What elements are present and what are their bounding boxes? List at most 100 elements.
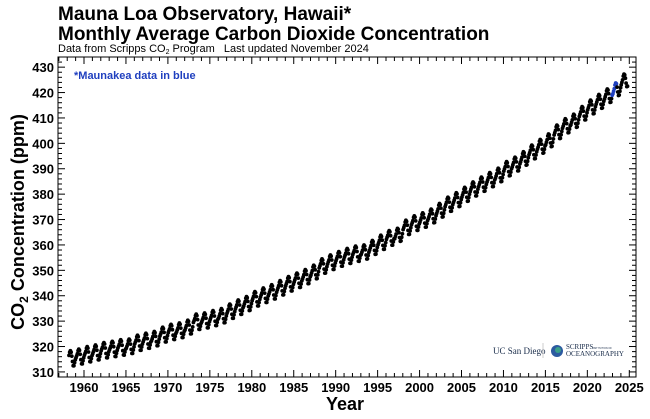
mauna-loa-point: [590, 102, 594, 107]
mauna-loa-point: [497, 170, 502, 175]
mauna-loa-point: [148, 343, 153, 347]
mauna-loa-point: [539, 138, 543, 143]
mauna-loa-point: [228, 303, 233, 308]
mauna-loa-point: [601, 102, 605, 107]
mauna-loa-point: [95, 348, 99, 353]
mauna-loa-point: [447, 200, 452, 205]
mauna-loa-point: [172, 337, 177, 342]
mauna-loa-point: [424, 225, 429, 229]
mauna-loa-point: [178, 326, 183, 330]
mauna-loa-point: [488, 171, 493, 176]
plot-frame: [57, 56, 637, 378]
mauna-loa-point: [432, 220, 437, 225]
mauna-loa-point: [206, 322, 211, 327]
mauna-loa-point: [413, 219, 418, 223]
mauna-loa-point: [357, 259, 361, 264]
mauna-loa-point: [396, 227, 401, 232]
mauna-loa-point: [77, 348, 82, 353]
mauna-loa-point: [323, 271, 328, 275]
mauna-loa-point: [220, 311, 225, 316]
mauna-loa-point: [335, 254, 340, 259]
mauna-loa-point: [69, 354, 74, 358]
mauna-loa-point: [558, 136, 563, 141]
mauna-loa-point: [274, 293, 278, 298]
y-tick-label: 340: [32, 289, 54, 304]
mauna-loa-point: [257, 300, 261, 305]
mauna-loa-point: [497, 167, 501, 172]
svg-text:SCRIPPS: SCRIPPS: [566, 343, 593, 351]
mauna-loa-point: [433, 217, 438, 221]
mauna-loa-point: [161, 326, 166, 331]
mauna-loa-point: [105, 355, 110, 360]
mauna-loa-point: [575, 125, 580, 129]
mauna-loa-point: [505, 160, 510, 165]
mauna-loa-point: [624, 81, 628, 85]
mauna-loa-point: [245, 295, 250, 300]
mauna-loa-point: [513, 156, 518, 161]
mauna-loa-point: [362, 244, 367, 249]
x-tick-label: 2005: [447, 380, 476, 395]
mauna-loa-point: [475, 190, 480, 195]
mauna-loa-point: [390, 243, 395, 248]
mauna-loa-point: [374, 252, 378, 256]
y-tick-label: 330: [32, 314, 54, 329]
mauna-loa-point: [550, 140, 555, 145]
mauna-loa-point: [229, 307, 234, 311]
mauna-loa-point: [609, 96, 614, 101]
mauna-loa-point: [371, 239, 375, 244]
mauna-loa-point: [164, 340, 169, 344]
mauna-loa-point: [385, 233, 390, 238]
mauna-loa-point: [349, 258, 354, 262]
mauna-loa-point: [531, 147, 536, 152]
mauna-loa-point: [383, 240, 388, 245]
mauna-loa-point: [262, 287, 266, 292]
mauna-loa-point: [576, 117, 581, 122]
mauna-loa-point: [282, 289, 287, 294]
mauna-loa-point: [128, 342, 133, 346]
mauna-loa-point: [265, 297, 270, 301]
mauna-loa-point: [119, 339, 124, 344]
mauna-loa-point: [343, 251, 348, 256]
mauna-loa-point: [120, 343, 124, 348]
data-points: [67, 72, 630, 368]
mauna-loa-point: [195, 317, 200, 322]
mauna-loa-point: [123, 350, 127, 354]
mauna-loa-point: [474, 193, 479, 198]
mauna-loa-point: [539, 142, 544, 147]
mauna-loa-point: [360, 248, 365, 253]
mauna-loa-point: [165, 333, 170, 338]
mauna-loa-point: [164, 336, 169, 341]
mauna-loa-point: [103, 346, 108, 350]
mauna-loa-point: [268, 287, 273, 292]
mauna-loa-point: [625, 84, 630, 89]
mauna-loa-point: [530, 144, 535, 149]
mauna-loa-point: [455, 195, 460, 200]
mauna-loa-point: [415, 228, 420, 233]
mauna-loa-point: [551, 137, 556, 141]
mauna-loa-point: [137, 338, 141, 343]
mauna-loa-point: [357, 256, 362, 260]
y-tick-labels: 310 320 330 340 350 360 370 380 390 400 410 420 430: [32, 60, 54, 380]
mauna-loa-point: [80, 362, 85, 366]
mauna-loa-point: [514, 160, 519, 164]
y-tick-label: 360: [32, 238, 54, 253]
x-tick-labels: 1960 1965 1970 1975 1980 1985 1990 1995 2000 2005…: [70, 380, 644, 395]
mauna-loa-point: [72, 360, 77, 365]
y-tick-label: 390: [32, 162, 54, 177]
mauna-loa-point: [491, 184, 496, 189]
mauna-loa-point: [153, 330, 157, 335]
chart-title: Mauna Loa Observatory, Hawaii*: [58, 4, 352, 25]
mauna-loa-point: [466, 195, 471, 200]
mauna-loa-point: [355, 249, 359, 254]
mauna-loa-point: [455, 192, 459, 196]
mauna-loa-point: [231, 316, 236, 321]
mauna-loa-point: [97, 354, 102, 359]
mauna-loa-point: [338, 254, 343, 259]
mauna-loa-point: [125, 342, 130, 346]
maunakea-point: [614, 81, 619, 86]
mauna-loa-point: [573, 116, 577, 121]
mauna-loa-point: [525, 159, 530, 164]
mauna-loa-point: [248, 305, 253, 309]
mauna-loa-point: [273, 297, 278, 301]
mauna-loa-point: [478, 180, 482, 185]
